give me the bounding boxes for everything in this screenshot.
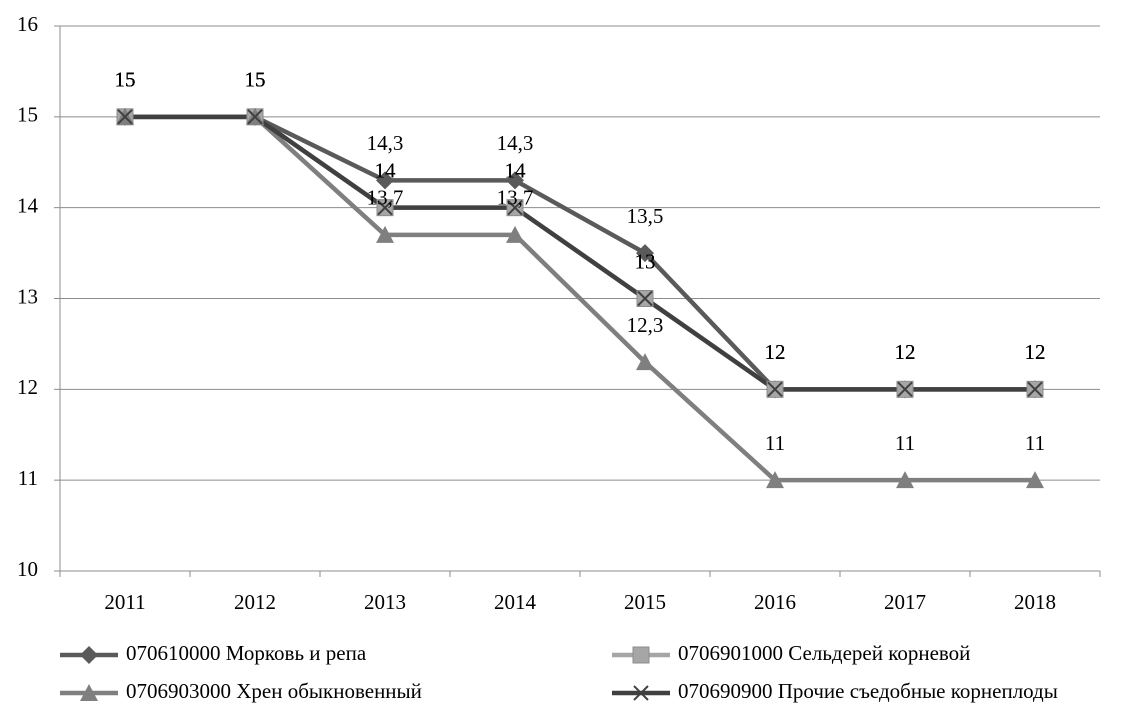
legend-label: 0706903000 Хрен обыкновенный — [126, 679, 422, 703]
legend-label: 0706901000 Сельдерей корневой — [678, 641, 970, 665]
x-tick-label: 2012 — [234, 590, 276, 614]
data-point — [637, 290, 653, 307]
data-label: 14,3 — [367, 131, 404, 155]
y-tick-label: 14 — [17, 193, 39, 217]
data-point — [896, 471, 914, 489]
data-label: 13,5 — [627, 204, 664, 228]
x-tick-label: 2016 — [754, 590, 796, 614]
data-label: 15 — [245, 68, 266, 92]
data-label: 12 — [1025, 340, 1046, 364]
data-label: 12 — [765, 340, 786, 364]
data-point — [1026, 471, 1044, 489]
data-label: 12 — [765, 340, 786, 364]
data-point — [767, 381, 783, 398]
x-tick-label: 2013 — [364, 590, 406, 614]
data-point — [506, 171, 524, 190]
x-tick-label: 2011 — [104, 590, 145, 614]
data-point — [897, 381, 913, 398]
y-tick-label: 16 — [17, 12, 38, 36]
data-label: 13 — [635, 249, 656, 273]
data-label: 14 — [375, 158, 397, 182]
data-label: 15 — [115, 68, 136, 92]
data-point — [766, 471, 784, 489]
data-label: 14 — [375, 158, 397, 182]
x-tick-label: 2018 — [1014, 590, 1056, 614]
y-tick-label: 12 — [17, 375, 38, 399]
data-point — [636, 353, 654, 371]
x-tick-label: 2014 — [494, 590, 537, 614]
legend-marker — [80, 646, 98, 664]
legend-marker — [80, 684, 98, 701]
y-tick-label: 10 — [17, 557, 38, 581]
data-label: 15 — [245, 68, 266, 92]
data-point — [376, 225, 394, 243]
data-label: 11 — [765, 431, 785, 455]
data-label: 11 — [895, 431, 915, 455]
y-tick-label: 13 — [17, 284, 38, 308]
series-line — [125, 114, 1035, 392]
data-label: 12 — [1025, 340, 1046, 364]
data-label: 14,3 — [497, 131, 534, 155]
data-point — [506, 225, 524, 243]
data-label: 15 — [115, 68, 136, 92]
data-label: 15 — [115, 68, 136, 92]
data-point — [117, 109, 133, 125]
data-label: 13,7 — [367, 186, 404, 210]
data-label: 12,3 — [627, 313, 664, 337]
data-label: 13,7 — [497, 186, 534, 210]
data-label: 12 — [1025, 340, 1046, 364]
data-label: 11 — [1025, 431, 1045, 455]
data-label: 12 — [895, 340, 916, 364]
data-label: 14 — [505, 158, 527, 182]
x-tick-label: 2015 — [624, 590, 666, 614]
data-label: 15 — [245, 68, 266, 92]
data-label: 12 — [765, 340, 786, 364]
data-label: 15 — [115, 68, 136, 92]
data-point — [376, 171, 394, 190]
series-line — [125, 114, 1035, 483]
legend-label: 070610000 Морковь и репа — [126, 641, 367, 665]
data-label: 13 — [635, 249, 656, 273]
data-point — [247, 109, 263, 125]
data-label: 12 — [895, 340, 916, 364]
legend-marker — [632, 646, 650, 664]
data-label: 14 — [505, 158, 527, 182]
data-point — [636, 244, 654, 263]
y-tick-label: 11 — [18, 466, 38, 490]
data-label: 15 — [245, 68, 266, 92]
data-point — [1027, 381, 1043, 398]
data-point — [507, 199, 523, 216]
legend-label: 070690900 Прочие съедобные корнеплоды — [678, 679, 1058, 703]
x-tick-label: 2017 — [884, 590, 926, 614]
y-tick-label: 15 — [17, 103, 38, 127]
data-point — [377, 199, 393, 216]
legend-marker — [633, 685, 649, 701]
data-label: 12 — [895, 340, 916, 364]
